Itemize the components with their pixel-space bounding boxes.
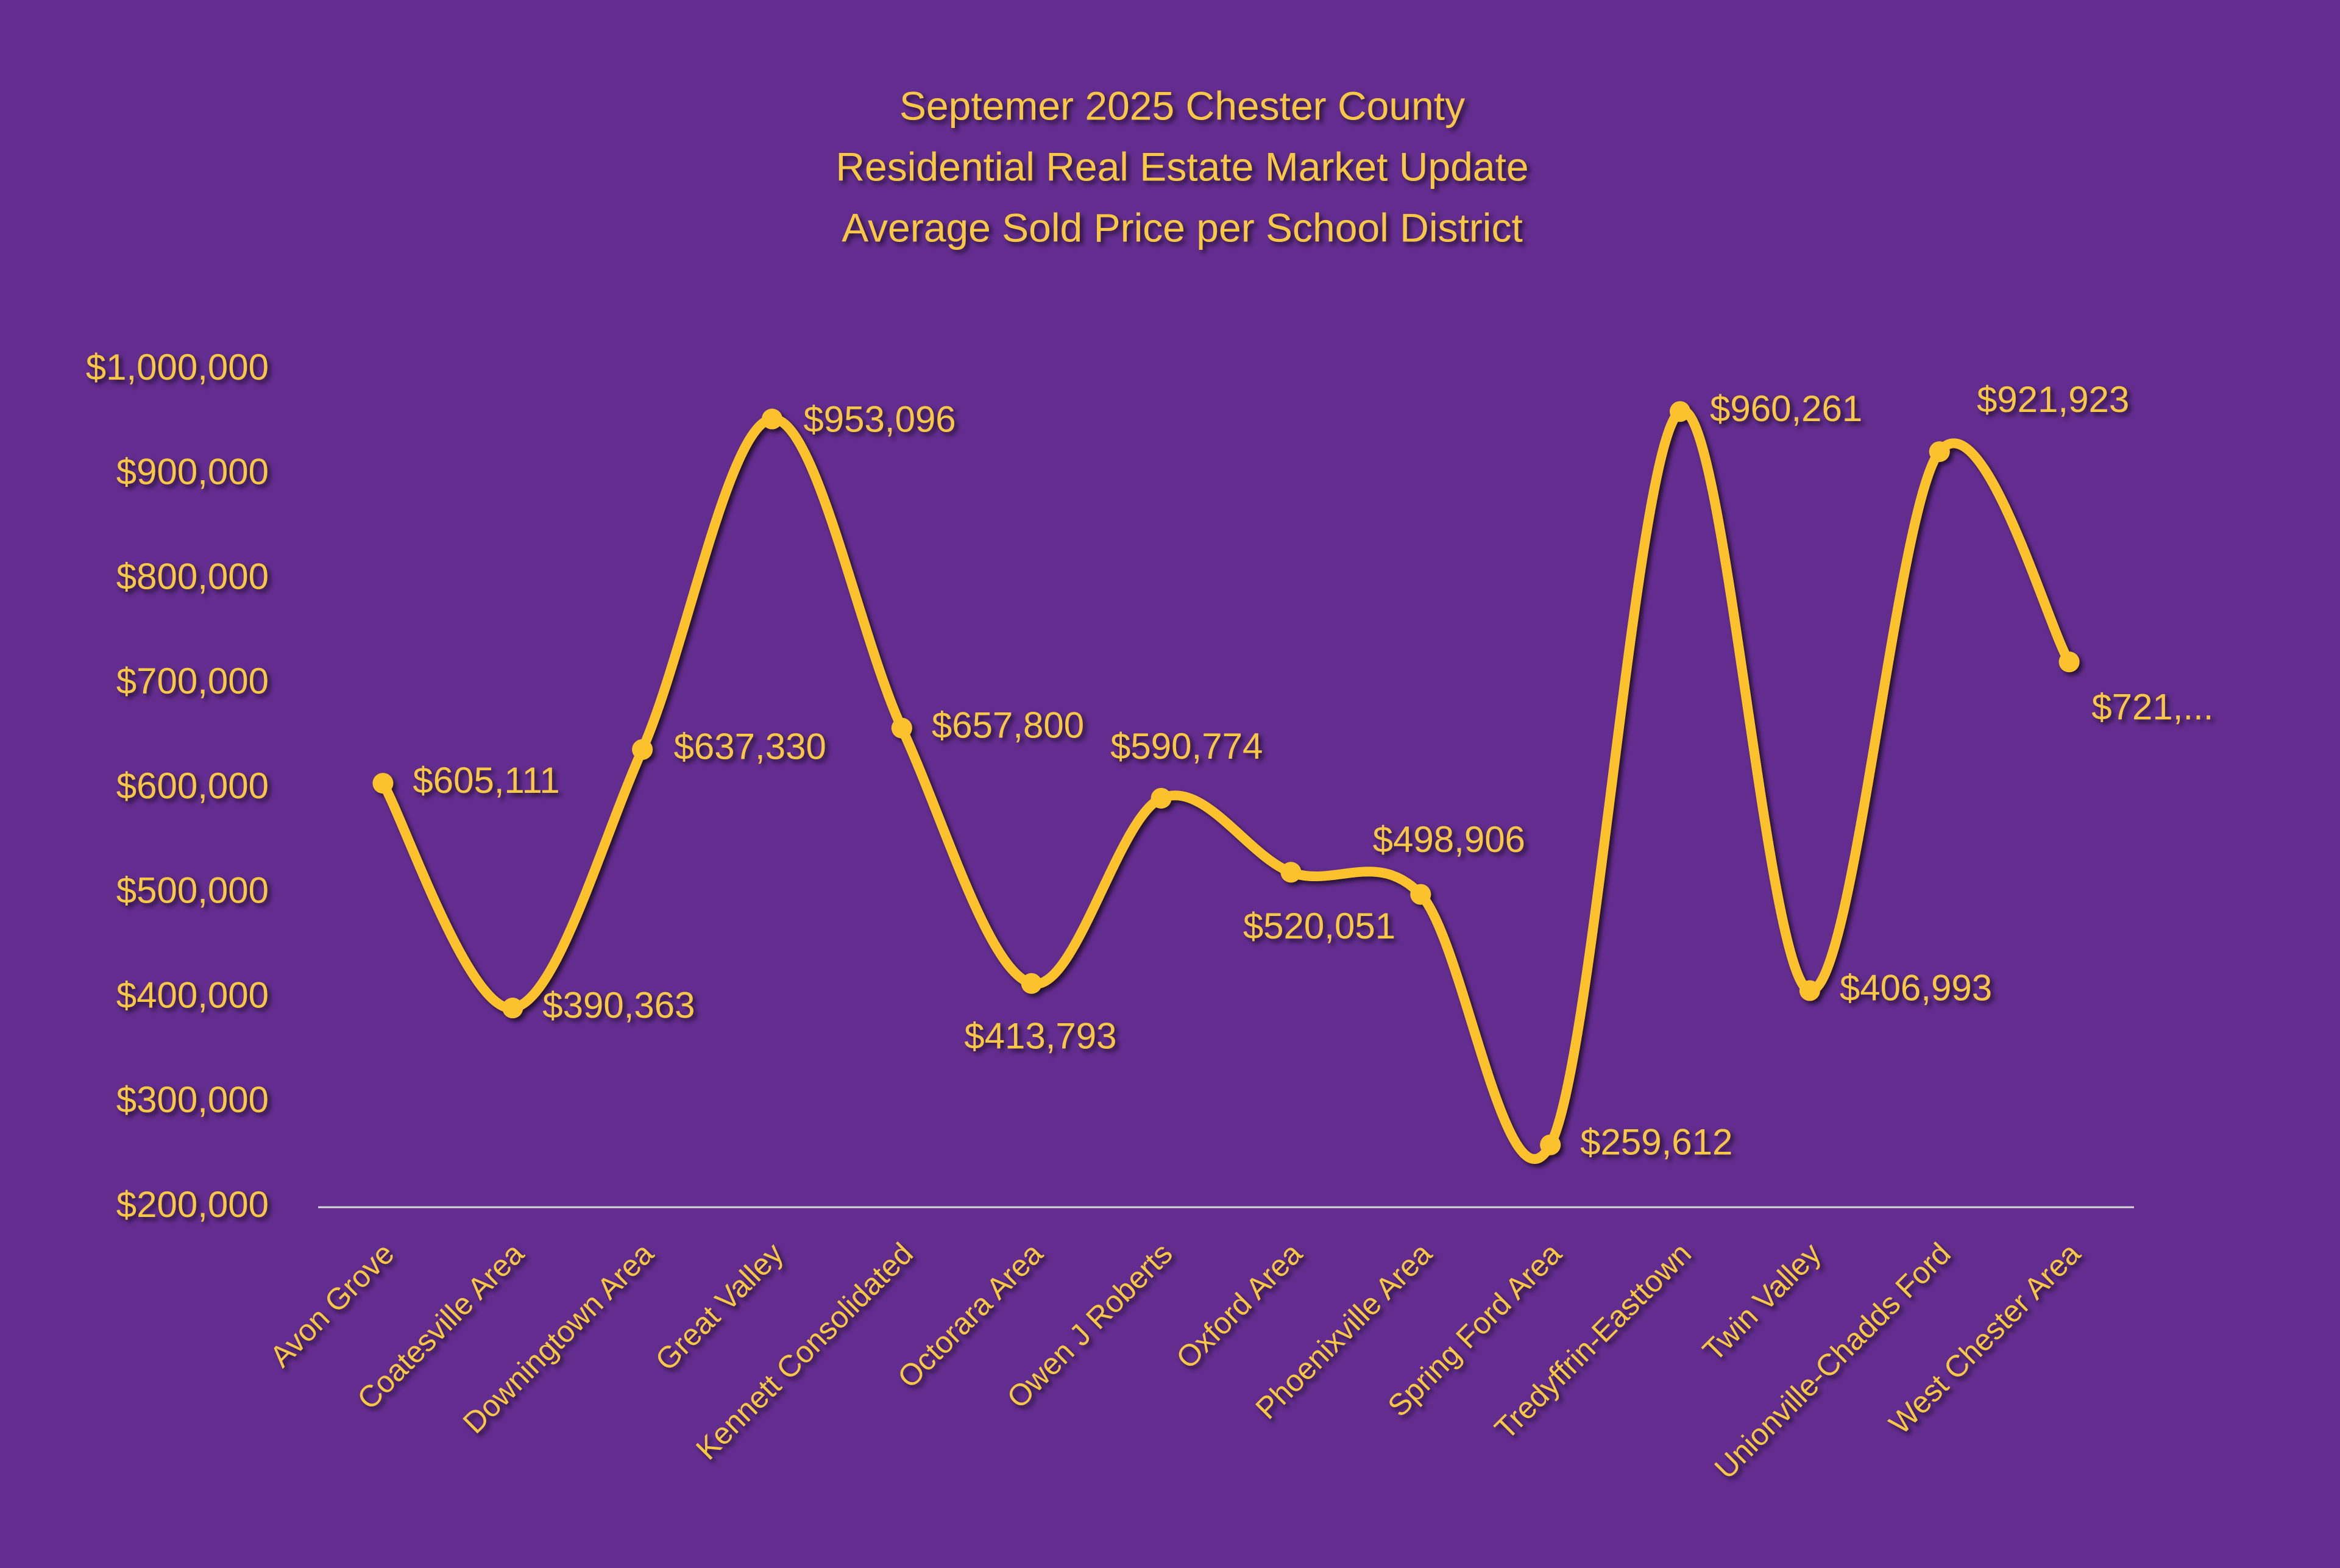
marker <box>1150 787 1172 809</box>
marker <box>762 408 782 430</box>
y-axis: $200,000 $300,000 $400,000 $500,000 $600,000… <box>86 347 269 1225</box>
marker <box>502 998 523 1019</box>
y-tick-label: $300,000 <box>116 1079 269 1120</box>
y-tick-label: $800,000 <box>116 556 269 597</box>
marker <box>1799 980 1820 1001</box>
chart-title: Average Sold Price per School District <box>842 205 1523 250</box>
data-label: $413,793 <box>964 1015 1116 1056</box>
data-label: $637,330 <box>674 726 826 767</box>
data-label: $590,774 <box>1110 726 1263 767</box>
y-tick-label: $700,000 <box>116 661 269 701</box>
data-label: $390,363 <box>542 985 695 1026</box>
y-tick-label: $1,000,000 <box>86 347 269 388</box>
marker <box>1929 441 1950 463</box>
y-tick-label: $900,000 <box>116 452 269 492</box>
data-label: $921,923 <box>1977 379 2129 420</box>
title-group: Septemer 2025 Chester County Residential… <box>835 83 1528 250</box>
marker <box>1021 973 1042 994</box>
data-label: $721,... <box>2091 686 2213 727</box>
data-label: $657,800 <box>932 705 1084 746</box>
marker <box>1670 401 1690 422</box>
y-tick-label: $600,000 <box>116 765 269 806</box>
data-label: $406,993 <box>1840 967 1992 1008</box>
data-label: $605,111 <box>413 760 559 801</box>
marker <box>891 717 912 739</box>
marker <box>372 773 394 794</box>
chart-title: Residential Real Estate Market Update <box>835 144 1528 189</box>
y-tick-label: $400,000 <box>116 974 269 1015</box>
data-label: $520,051 <box>1243 906 1395 946</box>
y-tick-label: $500,000 <box>116 870 269 911</box>
data-label: $953,096 <box>803 399 956 439</box>
y-tick-label: $200,000 <box>116 1184 269 1225</box>
marker <box>1280 862 1302 883</box>
data-label: $259,612 <box>1580 1121 1732 1162</box>
marker <box>2058 651 2080 673</box>
series: $605,111 $390,363 $637,330 $953,096 $657,800… <box>372 379 2213 1164</box>
data-label: $960,261 <box>1710 388 1862 429</box>
marker <box>1410 884 1431 905</box>
data-label: $498,906 <box>1373 819 1525 860</box>
marker <box>632 739 653 760</box>
chart-title: Septemer 2025 Chester County <box>899 83 1465 128</box>
marker <box>1540 1134 1561 1155</box>
